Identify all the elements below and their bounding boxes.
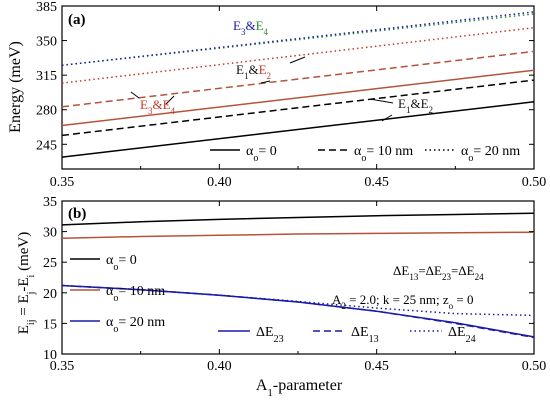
annotation-part: E	[398, 96, 406, 111]
x-tick-label: 0.45	[364, 359, 389, 374]
arrow-e3e4-left-1	[130, 91, 140, 99]
series-line-1-0	[61, 212, 535, 226]
x-tick-label: 0.40	[207, 359, 232, 374]
series-line-0-4	[61, 26, 535, 84]
annotation-e1e2-right: E1&E2	[369, 96, 433, 122]
panel-a-ylabel: Energy (meV)	[7, 41, 24, 133]
series-line-0-3	[61, 50, 535, 108]
legend-b-left-label: αo= 20 nm	[106, 315, 165, 335]
svg-text:E1&E2: E1&E2	[398, 96, 433, 115]
x-tick-label: 0.40	[207, 175, 232, 190]
arrow-e1e2-right-2	[381, 114, 393, 122]
y-tick-label: 35	[43, 195, 57, 210]
panel-b: 0.35 0.40 0.45 0.50 10 15 20 25 30 35 (b) Eij = E…	[16, 195, 546, 399]
arrow-e3e4-left-2	[165, 95, 175, 105]
legend-b-left-label: αo= 0	[106, 253, 137, 273]
y-tick-label: 245	[36, 138, 57, 153]
panel-b-annotation-equality: ΔE13=ΔE23=ΔE24	[393, 263, 484, 282]
legend-a-label: αo= 0	[246, 144, 277, 164]
y-tick-label: 315	[36, 69, 57, 84]
series-line-1-1	[61, 231, 535, 240]
annotation-e3e4-top: E3&E4	[233, 18, 269, 37]
y-tick-label: 30	[43, 226, 57, 241]
annotation-part: E	[236, 62, 244, 77]
series-line-1-3	[61, 284, 535, 339]
x-tick-label: 0.35	[50, 359, 75, 374]
svg-text:E3&E4: E3&E4	[233, 18, 269, 37]
panel-b-legend-left: αo= 0 αo= 10 nm αo= 20 nm	[70, 253, 165, 335]
legend-b-bottom-label: ΔE13	[351, 325, 379, 345]
arrow-e1e2-upper-1	[289, 56, 306, 64]
panel-b-ticks: 0.35 0.40 0.45 0.50 10 15 20 25 30 35	[43, 195, 546, 374]
legend-b-left-label: αo= 10 nm	[106, 284, 165, 304]
panel-b-ylabel: Eij = Ej-Ei (meV)	[16, 232, 37, 335]
x-tick-label: 0.50	[522, 175, 547, 190]
panel-b-label: (b)	[68, 206, 86, 222]
series-line-0-5	[61, 13, 535, 67]
x-tick-label: 0.35	[50, 175, 75, 190]
arrow-e1e2-upper-2	[260, 80, 271, 84]
annotation-part: E	[233, 18, 241, 33]
annotation-e3e4-left: E3&E4	[130, 91, 176, 116]
y-tick-label: 280	[36, 104, 57, 119]
legend-a-label: αo= 10 nm	[354, 144, 413, 164]
arrow-e1e2-right-1	[369, 98, 394, 104]
series-line-0-2	[61, 79, 535, 137]
panel-a-label: (a)	[68, 12, 86, 28]
panel-b-legend-bottom: ΔE23 ΔE13 ΔE24	[218, 325, 476, 345]
series-line-0-6	[61, 11, 535, 67]
y-tick-label: 20	[43, 287, 57, 302]
panel-a-series	[61, 11, 535, 158]
panel-a-ticks: 0.35 0.40 0.45 0.50 245 280 315 350 385	[36, 0, 546, 190]
panel-a-legend: αo= 0 αo= 10 nm αo= 20 nm	[210, 144, 520, 164]
x-tick-label: 0.45	[364, 175, 389, 190]
y-tick-label: 10	[43, 348, 57, 363]
svg-text:E3&E4: E3&E4	[140, 97, 176, 116]
annotation-e1e2-upper: E1&E2	[236, 56, 306, 84]
legend-a-label: αo= 20 nm	[461, 144, 520, 164]
annotation-part: E	[140, 97, 148, 112]
y-tick-label: 25	[43, 256, 57, 271]
panel-a: 0.35 0.40 0.45 0.50 245 280 315 350 385 (a) Ener…	[7, 0, 546, 190]
y-tick-label: 385	[36, 0, 57, 15]
legend-b-bottom-label: ΔE23	[256, 325, 284, 345]
x-tick-label: 0.50	[522, 359, 547, 374]
panel-b-xlabel: A1-parameter	[256, 377, 343, 399]
y-tick-label: 350	[36, 35, 57, 50]
panel-b-annotation-params: A2 = 2.0; k = 25 nm; zo = 0	[332, 292, 474, 311]
series-line-0-1	[61, 69, 535, 127]
legend-b-bottom-label: ΔE24	[448, 325, 476, 345]
series-line-0-0	[61, 101, 535, 158]
panel-b-series	[61, 212, 535, 339]
y-tick-label: 15	[43, 317, 57, 332]
svg-text:E1&E2: E1&E2	[236, 62, 271, 81]
